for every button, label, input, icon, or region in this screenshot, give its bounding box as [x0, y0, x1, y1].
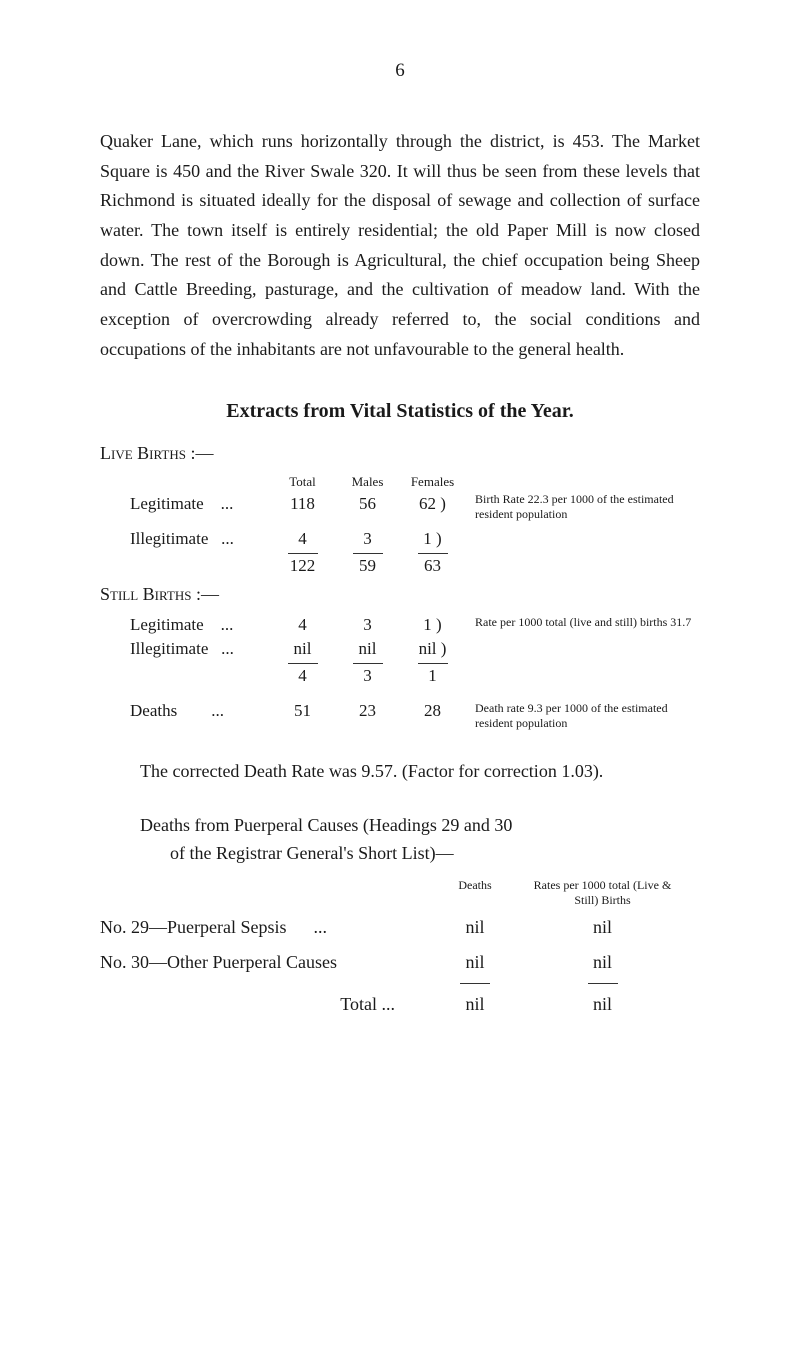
legitimate-males: 56 [335, 494, 400, 514]
sb-illegitimate-label: Illegitimate ... [100, 639, 270, 659]
puerperal-section: Deaths from Puerperal Causes (Headings 2… [100, 811, 700, 1019]
illegitimate-males: 3 [335, 529, 400, 549]
page-number: 6 [100, 60, 700, 82]
body-paragraph: Quaker Lane, which runs horizontally thr… [100, 127, 700, 365]
puerperal-heading-line2: of the Registrar General's Short List)— [100, 839, 700, 868]
correction-text: The corrected Death Rate was 9.57. (Fact… [100, 757, 700, 786]
lb-sum-males: 59 [335, 556, 400, 576]
sb-illegitimate-females: nil ) [400, 639, 465, 659]
sb-illegitimate-males: nil [335, 639, 400, 659]
col-header-males: Males [335, 474, 400, 490]
legitimate-total: 118 [270, 494, 335, 514]
puerperal-col-deaths: Deaths [425, 878, 525, 892]
sb-sum-males: 3 [335, 666, 400, 686]
death-rate-note: Death rate 9.3 per 1000 of the estimated… [465, 701, 700, 732]
puerperal-heading-line1: Deaths from Puerperal Causes (Headings 2… [100, 811, 700, 840]
sb-sum-total: 4 [270, 666, 335, 686]
puerperal-total-deaths: nil [425, 990, 525, 1019]
col-header-females: Females [400, 474, 465, 490]
puerperal-col-rates: Rates per 1000 total (Live & Still) Birt… [525, 878, 680, 907]
birth-rate-note: Birth Rate 22.3 per 1000 of the estimate… [465, 492, 700, 523]
col-header-total: Total [270, 474, 335, 490]
lb-sum-females: 63 [400, 556, 465, 576]
puerperal-row1-deaths: nil [425, 913, 525, 942]
puerperal-row2-label: No. 30—Other Puerperal Causes [100, 948, 425, 977]
still-births-heading: Still Births :— [100, 584, 700, 605]
deaths-total: 51 [270, 701, 335, 721]
still-births-table: Legitimate ... 4 3 1 ) Rate per 1000 tot… [100, 615, 700, 686]
sb-legitimate-males: 3 [335, 615, 400, 635]
deaths-label: Deaths ... [100, 701, 270, 721]
lb-sum-total: 122 [270, 556, 335, 576]
puerperal-row2-deaths: nil [425, 948, 525, 977]
legitimate-females: 62 ) [400, 494, 465, 514]
deaths-table: Deaths ... 51 23 28 Death rate 9.3 per 1… [100, 701, 700, 732]
illegitimate-females: 1 ) [400, 529, 465, 549]
deaths-females: 28 [400, 701, 465, 721]
sb-sum-females: 1 [400, 666, 465, 686]
puerperal-total-rates: nil [525, 990, 680, 1019]
puerperal-row2-rates: nil [525, 948, 680, 977]
sb-legitimate-label: Legitimate ... [100, 615, 270, 635]
live-births-heading: Live Births :— [100, 443, 700, 464]
puerperal-row1-label: No. 29—Puerperal Sepsis ... [100, 913, 425, 942]
sb-legitimate-females: 1 ) [400, 615, 465, 635]
illegitimate-label: Illegitimate ... [100, 529, 270, 549]
sb-legitimate-total: 4 [270, 615, 335, 635]
puerperal-row1-rates: nil [525, 913, 680, 942]
sb-illegitimate-total: nil [270, 639, 335, 659]
section-heading: Extracts from Vital Statistics of the Ye… [100, 400, 700, 423]
legitimate-label: Legitimate ... [100, 494, 270, 514]
illegitimate-total: 4 [270, 529, 335, 549]
still-birth-rate-note: Rate per 1000 total (live and still) bir… [465, 615, 700, 631]
deaths-males: 23 [335, 701, 400, 721]
puerperal-total-label: Total ... [100, 990, 425, 1019]
live-births-table: Total Males Females Legitimate ... 118 5… [100, 474, 700, 576]
